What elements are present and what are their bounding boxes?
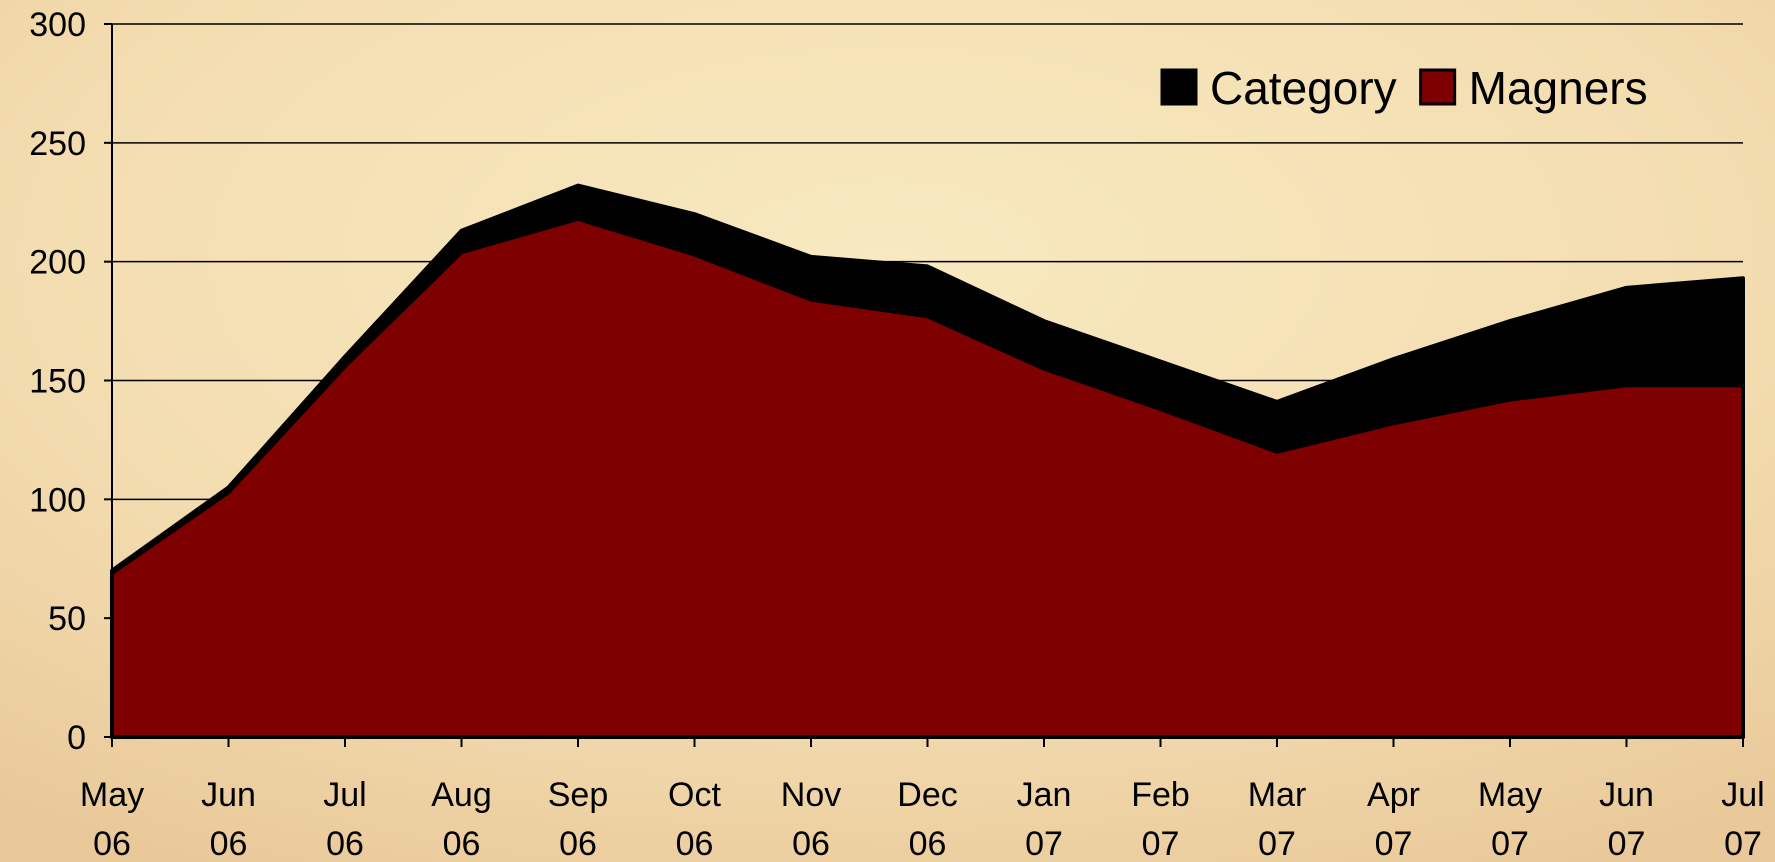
- x-tick-label: Jun 07: [1599, 776, 1654, 862]
- x-tick-label: Jul 07: [1721, 776, 1764, 862]
- x-tick-label: Mar 07: [1248, 776, 1307, 862]
- y-tick-label: 250: [29, 125, 86, 163]
- x-tick-label: Oct 06: [668, 776, 721, 862]
- x-tick-label: May 07: [1478, 776, 1542, 862]
- legend-label: Category: [1210, 62, 1397, 114]
- x-tick-label: Aug 06: [431, 776, 492, 862]
- y-tick-label: 150: [29, 363, 86, 401]
- y-tick-label: 0: [67, 719, 86, 757]
- x-tick-label: Feb 07: [1131, 776, 1190, 862]
- x-tick-label: Apr 07: [1367, 776, 1420, 862]
- x-tick-label: Jul 06: [323, 776, 366, 862]
- y-tick-label: 100: [29, 481, 86, 519]
- x-tick-label: Nov 06: [781, 776, 841, 862]
- x-tick-label: Jan 07: [1017, 776, 1072, 862]
- x-tick-label: May 06: [80, 776, 144, 862]
- legend: Category Magners: [1160, 62, 1648, 114]
- y-tick-label: 50: [48, 600, 86, 638]
- y-tick-label: 300: [29, 6, 86, 44]
- legend-swatch: [1160, 68, 1198, 106]
- legend-label: Magners: [1469, 62, 1648, 114]
- legend-swatch: [1419, 68, 1457, 106]
- x-tick-label: Jun 06: [201, 776, 256, 862]
- y-tick-label: 200: [29, 244, 86, 282]
- area: [110, 216, 1745, 739]
- x-tick-label: Sep 06: [548, 776, 609, 862]
- x-tick-label: Dec 06: [897, 776, 957, 862]
